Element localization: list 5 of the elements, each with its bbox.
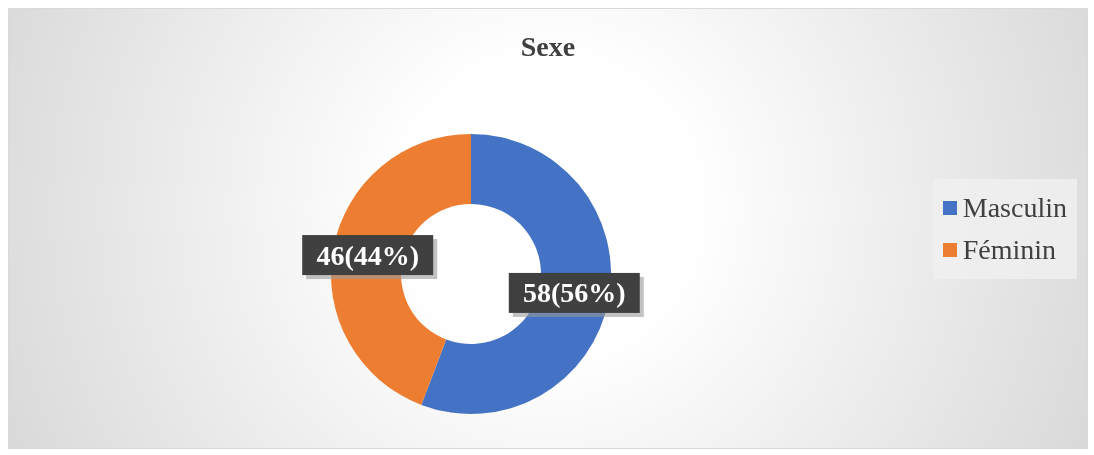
data-label: 58(56%) bbox=[522, 277, 626, 309]
legend-label: Masculin bbox=[962, 190, 1067, 225]
chart-title: Sexe bbox=[519, 31, 577, 63]
legend-label: Féminin bbox=[962, 232, 1057, 267]
data-label: 46(44%) bbox=[316, 239, 420, 271]
